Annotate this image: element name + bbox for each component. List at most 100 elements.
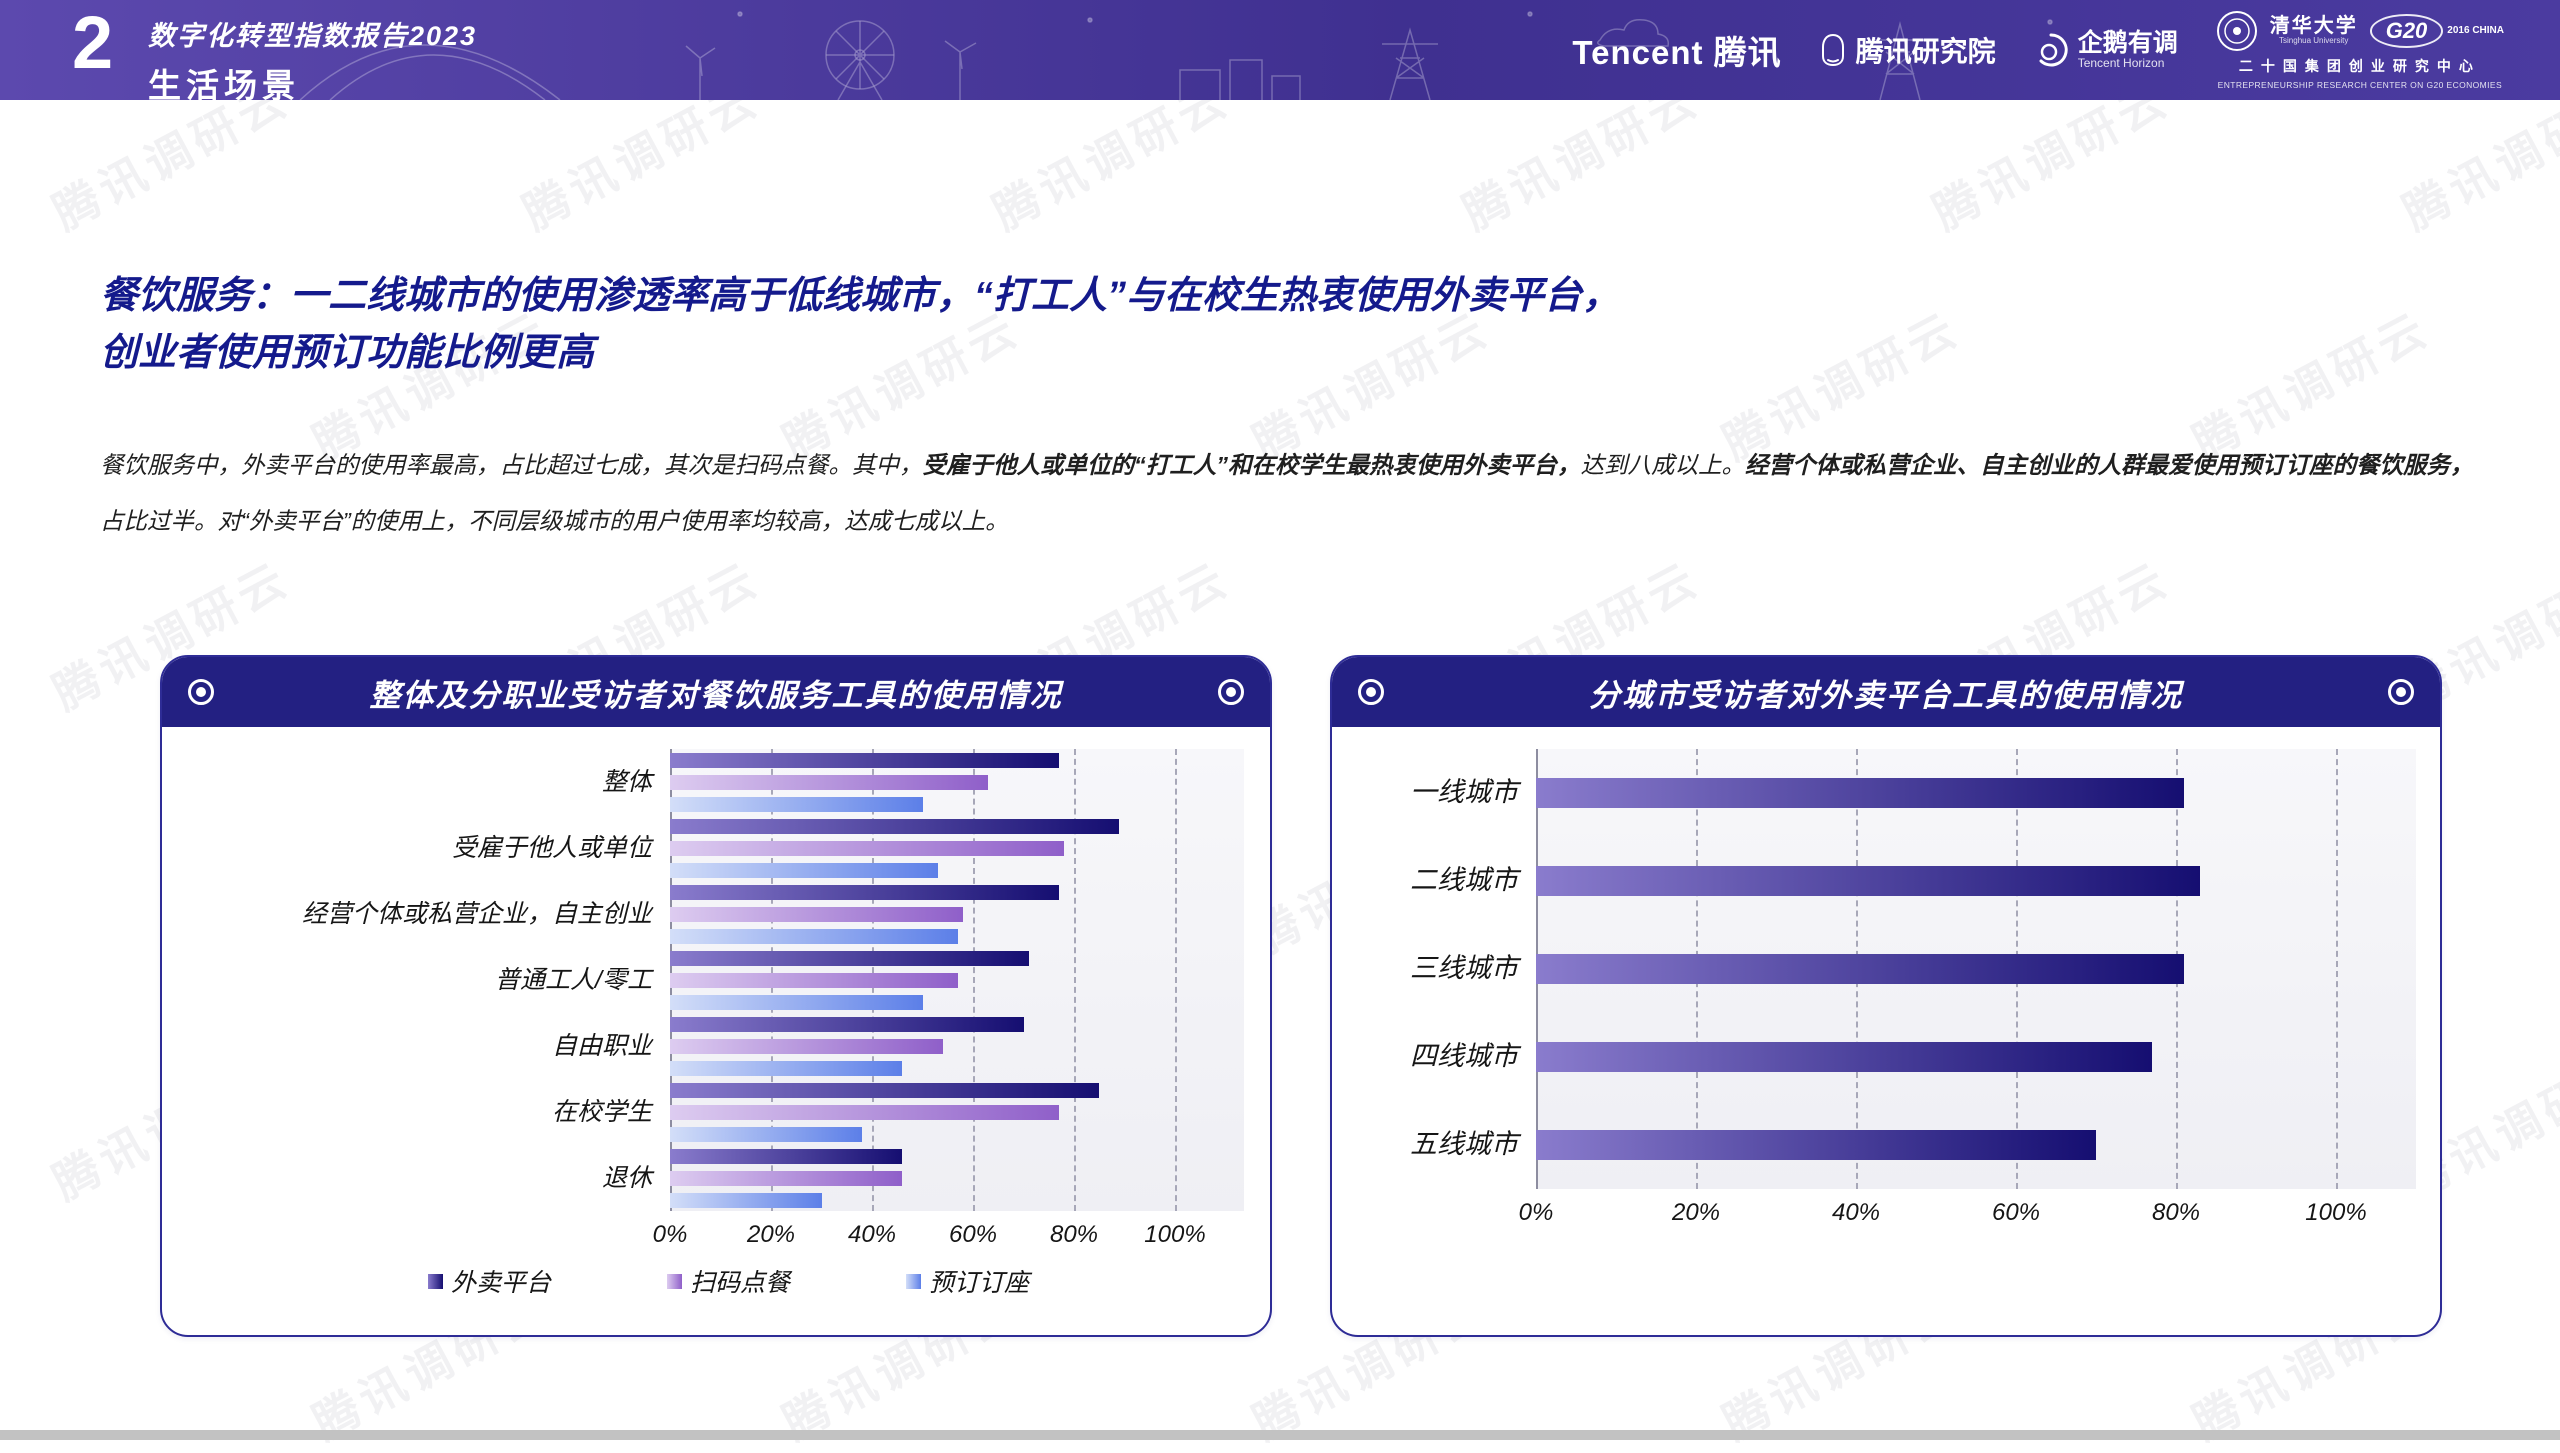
bar-group	[670, 1145, 1244, 1211]
page-title-line1: 餐饮服务：一二线城市的使用渗透率高于低线城市，“打工人”与在校生热衷使用外卖平台…	[100, 275, 1621, 317]
bar-外卖平台	[1536, 778, 2184, 808]
axis-tick-label: 80%	[2151, 1199, 2201, 1226]
bar-group	[1536, 1013, 2416, 1101]
chart-panel-occupation: 整体及分职业受访者对餐饮服务工具的使用情况 整体受雇于他人或单位经营个体或私营企…	[160, 655, 1272, 1337]
category-label: 自由职业	[551, 1031, 652, 1060]
section-title: 生活场景	[148, 67, 300, 104]
chart-row: 受雇于他人或单位	[184, 815, 1248, 881]
bar-扫码点餐	[670, 840, 1064, 856]
bullseye-icon	[188, 679, 214, 705]
tencent-research-logo: 腾讯研究院	[1820, 30, 1996, 70]
gridline	[1074, 749, 1076, 1211]
bar-group	[1536, 1101, 2416, 1189]
category-label: 普通工人/零工	[495, 965, 652, 994]
category-label: 受雇于他人或单位	[451, 833, 652, 862]
bar-外卖平台	[670, 1148, 903, 1164]
legend-label: 预订订座	[929, 1269, 1030, 1297]
legend-swatch-icon	[906, 1273, 922, 1289]
bar-预订订座	[670, 994, 923, 1010]
bar-group	[670, 749, 1244, 815]
bar-外卖平台	[670, 818, 1120, 834]
page-title-line2: 创业者使用预订功能比例更高	[100, 332, 595, 374]
bar-外卖平台	[1536, 954, 2184, 984]
bullseye-icon	[1358, 679, 1384, 705]
bar-扫码点餐	[670, 1104, 1059, 1120]
g20-logo: G20 2016 CHINA	[2369, 14, 2504, 48]
legend-item: 预订订座	[906, 1263, 1029, 1299]
axis-tick-label: 80%	[1049, 1221, 1099, 1248]
bar-外卖平台	[670, 884, 1059, 900]
bar-group	[670, 815, 1244, 881]
bar-扫码点餐	[670, 972, 958, 988]
chart-row: 整体	[184, 749, 1248, 815]
chart-row: 三线城市	[1354, 925, 2418, 1013]
bar-预订订座	[670, 928, 958, 944]
category-label: 三线城市	[1410, 953, 1518, 984]
chart-header-city: 分城市受访者对外卖平台工具的使用情况	[1332, 657, 2440, 727]
bar-预订订座	[670, 1060, 903, 1076]
legend-swatch-icon	[428, 1273, 443, 1289]
category-label: 五线城市	[1410, 1129, 1518, 1160]
axis-tick-label: 100%	[2305, 1199, 2367, 1226]
category-label: 整体	[601, 767, 652, 796]
bar-扫码点餐	[670, 774, 989, 790]
axis-tick-label: 100%	[1144, 1221, 1206, 1248]
bar-group	[670, 1013, 1244, 1079]
bar-group	[670, 881, 1244, 947]
chapter-number: 2	[72, 1, 114, 84]
category-label: 在校学生	[551, 1097, 652, 1126]
category-label: 四线城市	[1410, 1041, 1518, 1072]
axis-tick-label: 40%	[1831, 1199, 1881, 1226]
bar-预订订座	[670, 796, 923, 812]
bar-外卖平台	[1536, 866, 2200, 896]
page-title: 餐饮服务：一二线城市的使用渗透率高于低线城市，“打工人”与在校生热衷使用外卖平台…	[100, 268, 2500, 382]
bar-group	[1536, 749, 2416, 837]
bar-group	[1536, 925, 2416, 1013]
bar-group	[670, 1079, 1244, 1145]
report-title: 数字化转型指数报告2023	[148, 21, 478, 51]
bar-group	[1536, 837, 2416, 925]
category-label: 二线城市	[1410, 865, 1518, 896]
skyline-decoration	[299, 11, 2053, 100]
chart-title-city: 分城市受访者对外卖平台工具的使用情况	[1589, 677, 2183, 713]
city-usage-chart: 一线城市 二线城市 三线城市 四线城市 五线城市 0% 20% 40% 60% 80% 100%	[1354, 749, 2418, 1231]
g20-center-name-en: ENTREPRENEURSHIP RESEARCH CENTER ON G20 …	[2217, 80, 2503, 90]
chart-row: 自由职业	[184, 1013, 1248, 1079]
legend-label: 外卖平台	[451, 1269, 552, 1297]
tencent-horizon-logo: 企鹅有调 Tencent Horizon	[2034, 29, 2178, 71]
legend-item: 扫码点餐	[667, 1263, 790, 1299]
category-label: 经营个体或私营企业，自主创业	[301, 899, 652, 928]
chart-row: 二线城市	[1354, 837, 2418, 925]
bar-预订订座	[670, 1126, 862, 1142]
tsinghua-emblem-icon	[2216, 11, 2257, 51]
legend-label: 扫码点餐	[690, 1269, 791, 1297]
chart-row: 五线城市	[1354, 1101, 2418, 1189]
axis-tick-label: 20%	[746, 1221, 796, 1248]
chart-row: 经营个体或私营企业，自主创业	[184, 881, 1248, 947]
axis-tick-label: 60%	[948, 1221, 998, 1248]
chart-row: 在校学生	[184, 1079, 1248, 1145]
x-axis: 0% 20% 40% 60% 80% 100%	[1519, 1195, 2416, 1231]
bar-预订订座	[670, 862, 938, 878]
bar-外卖平台	[670, 1082, 1100, 1098]
chart-header-occupation: 整体及分职业受访者对餐饮服务工具的使用情况	[162, 657, 1270, 727]
chart-row: 退休	[184, 1145, 1248, 1211]
axis-tick-label: 20%	[1671, 1199, 1721, 1226]
bar-扫码点餐	[670, 1170, 903, 1186]
category-label: 一线城市	[1410, 777, 1518, 808]
summary-text-bold: 经营个体或私营企业、自主创业的人群最爱使用预订订座的餐饮服务，	[1745, 452, 2474, 478]
bar-外卖平台	[1536, 1042, 2152, 1072]
chart-panel-city: 分城市受访者对外卖平台工具的使用情况 一线城市 二线城市 三线城市 四线城市 五线城市 0…	[1330, 655, 2442, 1337]
legend-item: 外卖平台	[428, 1263, 551, 1299]
axis-tick-label: 60%	[1991, 1199, 2041, 1226]
bar-预订订座	[670, 1192, 822, 1208]
axis-tick-label: 0%	[652, 1221, 688, 1248]
chart-row: 四线城市	[1354, 1013, 2418, 1101]
gridline	[973, 749, 975, 1211]
g20-center-name: 二十国集团创业研究中心	[2238, 58, 2481, 74]
bullseye-icon	[2388, 679, 2414, 705]
gridline	[2336, 749, 2338, 1189]
bar-外卖平台	[1536, 1130, 2096, 1160]
summary-text: 占比过半。对“外卖平台”的使用上，不同层级城市的用户使用率均较高，达成七成以上。	[100, 507, 1009, 534]
summary-text: 餐饮服务中，外卖平台的使用率最高，占比超过七成，其次是扫码点餐。其中，	[100, 452, 923, 478]
